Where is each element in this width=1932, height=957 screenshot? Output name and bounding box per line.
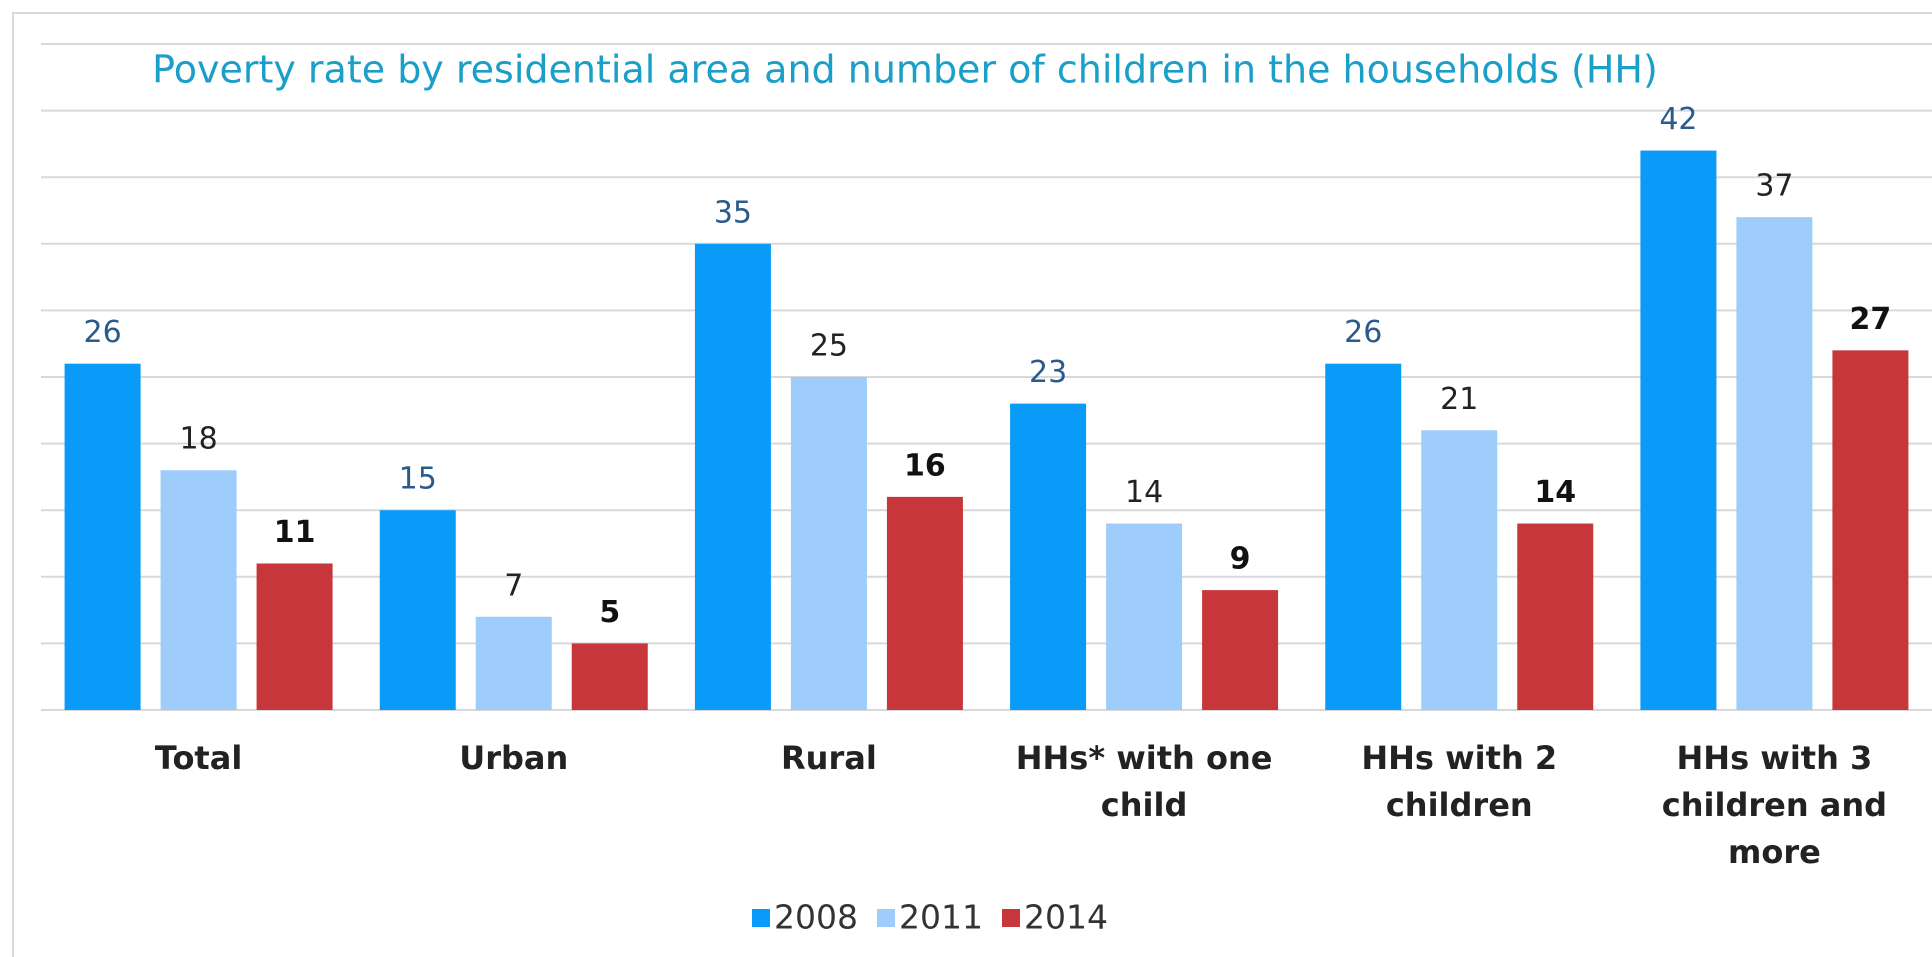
bar (571, 643, 648, 710)
bar (379, 510, 456, 710)
x-tick-label: Total (154, 739, 243, 777)
bar (256, 563, 333, 710)
data-label: 26 (83, 315, 121, 350)
data-label: 5 (599, 595, 620, 630)
x-tick-label: Urban (459, 739, 569, 777)
legend-swatch (877, 909, 895, 927)
x-tick-label: HHs* with one child (1015, 739, 1273, 824)
bar (1421, 430, 1498, 710)
data-label: 14 (1125, 475, 1163, 510)
data-label: 26 (1344, 315, 1382, 350)
bar (1517, 523, 1594, 710)
bar (1325, 363, 1402, 710)
x-tick-label: Rural (781, 739, 877, 777)
data-label: 21 (1440, 382, 1478, 417)
bar (1832, 350, 1909, 710)
x-tick-label: HHs with 2 children (1361, 739, 1558, 824)
bar (1736, 217, 1813, 710)
bar (790, 377, 867, 710)
data-label: 23 (1029, 355, 1067, 390)
x-tick-label: HHs with 3 children and more (1661, 739, 1888, 871)
legend-label: 2011 (899, 898, 983, 937)
legend-swatch (752, 909, 770, 927)
data-label: 18 (179, 422, 217, 457)
legend-label: 2014 (1024, 898, 1108, 937)
data-label: 35 (714, 195, 752, 230)
data-label: 25 (810, 329, 848, 364)
bar (160, 470, 237, 710)
data-label: 42 (1659, 102, 1697, 137)
chart-title: Poverty rate by residential area and num… (152, 48, 1658, 92)
bar (1202, 590, 1279, 710)
legend-label: 2008 (774, 898, 858, 937)
bar (64, 363, 141, 710)
data-label: 27 (1850, 302, 1892, 337)
legend-swatch (1002, 909, 1020, 927)
bar (1640, 150, 1717, 710)
data-label: 14 (1534, 475, 1576, 510)
bar (694, 243, 771, 711)
data-label: 37 (1755, 169, 1793, 204)
bar (886, 496, 963, 710)
bar (475, 616, 552, 710)
data-label: 15 (399, 462, 437, 497)
data-label: 11 (274, 515, 316, 550)
data-label: 7 (504, 568, 523, 603)
data-label: 16 (904, 448, 946, 483)
bar (1106, 523, 1183, 710)
bar (1010, 403, 1087, 710)
chart-frame (12, 12, 1932, 957)
data-label: 9 (1230, 542, 1251, 577)
